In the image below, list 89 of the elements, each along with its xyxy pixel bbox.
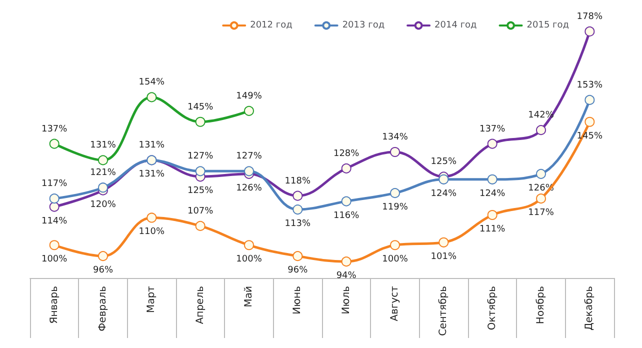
data-label: 111% — [479, 224, 506, 234]
point — [487, 138, 498, 149]
data-label: 100% — [236, 254, 262, 265]
data-label: 124% — [479, 188, 506, 199]
point — [49, 194, 60, 204]
data-label: 107% — [187, 206, 214, 216]
data-label: 121% — [90, 168, 116, 178]
point — [195, 116, 206, 127]
data-label: 94% — [336, 271, 357, 282]
data-label: 120% — [90, 200, 116, 210]
point — [146, 212, 157, 223]
point — [49, 240, 60, 250]
data-label: 100% — [41, 254, 68, 265]
data-label: 117% — [41, 179, 68, 190]
point — [195, 166, 206, 176]
data-label: 126% — [236, 183, 262, 194]
point — [244, 240, 254, 250]
point — [487, 210, 498, 220]
point — [584, 26, 595, 36]
x-tick-label: Февраль — [98, 286, 108, 332]
point — [584, 94, 595, 105]
data-label: 137% — [41, 124, 68, 134]
x-tick-label: Июнь — [292, 286, 304, 314]
data-label: 125% — [430, 157, 457, 168]
point — [390, 240, 400, 250]
point — [292, 251, 303, 262]
data-label: 118% — [284, 176, 311, 186]
point — [487, 174, 498, 184]
data-label: 110% — [138, 227, 165, 238]
point — [195, 220, 206, 231]
point — [390, 188, 400, 198]
data-label: 145% — [187, 102, 214, 112]
point — [390, 147, 400, 157]
x-tick-label: Ноябрь — [536, 286, 546, 324]
x-tick-label: Июль — [340, 286, 352, 314]
point — [438, 237, 449, 248]
data-label: 134% — [382, 132, 408, 142]
point — [98, 251, 108, 262]
data-label: 131% — [90, 140, 116, 151]
legend-label: 2013 год — [342, 20, 385, 30]
data-label: 154% — [138, 78, 165, 88]
data-label: 119% — [382, 202, 408, 213]
x-tick-label: Март — [146, 286, 158, 313]
data-label: 128% — [333, 148, 360, 159]
legend-label: 2014 год — [434, 20, 477, 30]
data-label: 96% — [288, 266, 308, 276]
data-label: 124% — [430, 188, 457, 199]
point — [341, 196, 352, 206]
point — [438, 174, 449, 184]
x-tick-label: Декабрь — [584, 286, 596, 331]
point — [292, 190, 303, 201]
data-label: 116% — [333, 210, 360, 221]
point — [584, 116, 595, 127]
data-label: 100% — [382, 254, 408, 265]
data-label: 178% — [576, 12, 603, 22]
legend-label: 2012 год — [250, 20, 292, 30]
data-label: 113% — [284, 219, 311, 230]
data-label: 117% — [528, 208, 554, 218]
x-tick-label: Май — [244, 286, 254, 308]
x-tick-label: Август — [390, 286, 400, 322]
x-tick-label: Октябрь — [486, 286, 498, 330]
point — [341, 256, 352, 267]
x-tick-label: Январь — [48, 286, 60, 324]
point — [146, 92, 157, 102]
data-label: 114% — [41, 216, 68, 226]
x-tick-label: Сентябрь — [438, 286, 450, 336]
point — [49, 138, 60, 149]
data-label: 125% — [187, 186, 214, 196]
point — [536, 194, 546, 204]
point — [98, 155, 108, 166]
data-label: 149% — [236, 91, 262, 102]
legend-label: 2015 год — [526, 20, 570, 30]
point — [244, 166, 254, 176]
data-label: 137% — [479, 124, 506, 134]
point — [341, 163, 352, 174]
point — [49, 202, 60, 212]
point — [244, 106, 254, 116]
data-label: 127% — [236, 152, 262, 162]
point — [98, 182, 108, 193]
data-label: 96% — [92, 266, 114, 276]
x-tick-label: Апрель — [194, 286, 206, 324]
point — [536, 168, 546, 179]
data-label: 101% — [430, 252, 457, 262]
point — [292, 204, 303, 215]
point — [536, 125, 546, 136]
data-label: 131% — [138, 170, 165, 180]
data-label: 131% — [138, 140, 165, 151]
data-label: 153% — [576, 80, 603, 90]
data-label: 127% — [187, 152, 214, 162]
